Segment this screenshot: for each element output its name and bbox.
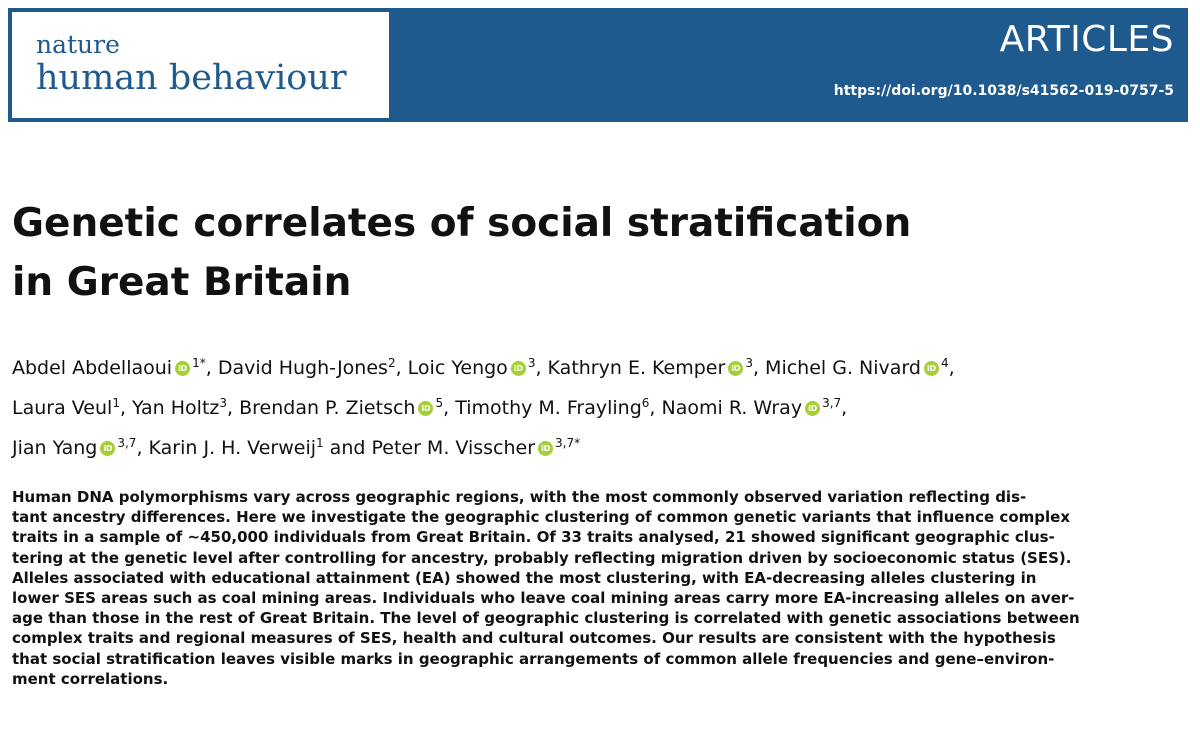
author-separator: , <box>119 397 133 419</box>
author-line: Abdel Abdellaoui iD 1*, David Hugh-Jones2,… <box>12 348 1192 388</box>
affiliation-superscript: 3,7* <box>555 436 581 450</box>
author-separator: , <box>649 397 662 419</box>
author-separator: , <box>841 397 848 419</box>
author-line: Jian Yang iD 3,7, Karin J. H. Verweij1 and… <box>12 428 1192 468</box>
abstract-line: Human DNA polymorphisms vary across geog… <box>12 488 1027 506</box>
author-separator: , <box>752 357 766 379</box>
affiliation-superscript: 5 <box>435 396 444 410</box>
author-name[interactable]: Brendan P. Zietsch <box>239 397 416 419</box>
abstract-line: age than those in the rest of Great Brit… <box>12 609 1080 628</box>
affiliation-superscript: 6 <box>641 396 650 410</box>
abstract-line: complex traits and regional measures of … <box>12 629 1056 648</box>
author-list: Abdel Abdellaoui iD 1*, David Hugh-Jones2,… <box>12 348 1192 468</box>
author-separator: , <box>227 397 240 419</box>
affiliation-superscript: 1 <box>112 396 120 410</box>
author-separator: , <box>205 357 218 379</box>
affiliation-superscript: 3 <box>219 396 228 410</box>
affiliation-superscript: 3 <box>745 356 753 370</box>
author-name[interactable]: Kathryn E. Kemper <box>547 357 726 379</box>
orcid-icon[interactable]: iD <box>175 361 191 376</box>
section-label: ARTICLES <box>999 19 1174 60</box>
article-title: Genetic correlates of social stratificat… <box>12 194 1172 312</box>
author-separator: , <box>443 397 456 419</box>
journal-name-small: nature <box>36 30 120 59</box>
journal-logo: nature human behaviour <box>12 12 389 118</box>
author-name[interactable]: Naomi R. Wray <box>661 397 803 419</box>
affiliation-superscript: 3 <box>527 356 536 370</box>
abstract-line: that social stratification leaves visibl… <box>12 649 1055 668</box>
author-name[interactable]: Laura Veul <box>12 397 113 419</box>
author-name[interactable]: Jian Yang <box>12 437 98 459</box>
affiliation-superscript: 1* <box>192 356 206 370</box>
author-separator: , <box>535 357 548 379</box>
orcid-icon[interactable]: iD <box>805 401 821 416</box>
author-separator: , <box>948 357 955 379</box>
abstract-line: tering at the genetic level after contro… <box>12 548 1072 567</box>
abstract-line: Alleles associated with educational atta… <box>12 568 1037 587</box>
author-line: Laura Veul1, Yan Holtz3, Brendan P. Ziet… <box>12 388 1192 428</box>
abstract: Human DNA polymorphisms vary across geog… <box>12 487 1192 689</box>
author-separator: and <box>323 437 372 459</box>
abstract-line: traits in a sample of ~450,000 individua… <box>12 528 1055 547</box>
abstract-line: lower SES areas such as coal mining area… <box>12 589 1075 608</box>
orcid-icon[interactable]: iD <box>538 441 554 456</box>
author-name[interactable]: Peter M. Visscher <box>371 437 536 459</box>
author-name[interactable]: Loic Yengo <box>407 357 508 379</box>
affiliation-superscript: 3,7 <box>822 396 842 410</box>
orcid-icon[interactable]: iD <box>418 401 434 416</box>
author-name[interactable]: Karin J. H. Verweij <box>148 437 316 459</box>
affiliation-superscript: 3,7 <box>117 436 137 450</box>
affiliation-superscript: 1 <box>316 436 324 450</box>
author-name[interactable]: Timothy M. Frayling <box>455 397 642 419</box>
affiliation-superscript: 4 <box>940 356 949 370</box>
abstract-line: ment correlations. <box>12 669 169 688</box>
orcid-icon[interactable]: iD <box>923 361 939 376</box>
doi-link[interactable]: https://doi.org/10.1038/s41562-019-0757-… <box>833 83 1174 99</box>
author-name[interactable]: Yan Holtz <box>132 397 220 419</box>
title-line: Genetic correlates of social stratificat… <box>12 201 912 246</box>
orcid-icon[interactable]: iD <box>728 361 744 376</box>
journal-name-big: human behaviour <box>36 58 347 98</box>
orcid-icon[interactable]: iD <box>510 361 526 376</box>
author-name[interactable]: David Hugh-Jones <box>217 357 388 379</box>
affiliation-superscript: 2 <box>387 356 396 370</box>
abstract-line: tant ancestry differences. Here we inves… <box>12 508 1070 527</box>
title-line: in Great Britain <box>12 260 352 305</box>
author-separator: , <box>395 357 408 379</box>
author-separator: , <box>136 437 149 459</box>
author-name[interactable]: Michel G. Nivard <box>765 357 921 379</box>
orcid-icon[interactable]: iD <box>100 441 116 456</box>
author-name[interactable]: Abdel Abdellaoui <box>12 357 173 379</box>
